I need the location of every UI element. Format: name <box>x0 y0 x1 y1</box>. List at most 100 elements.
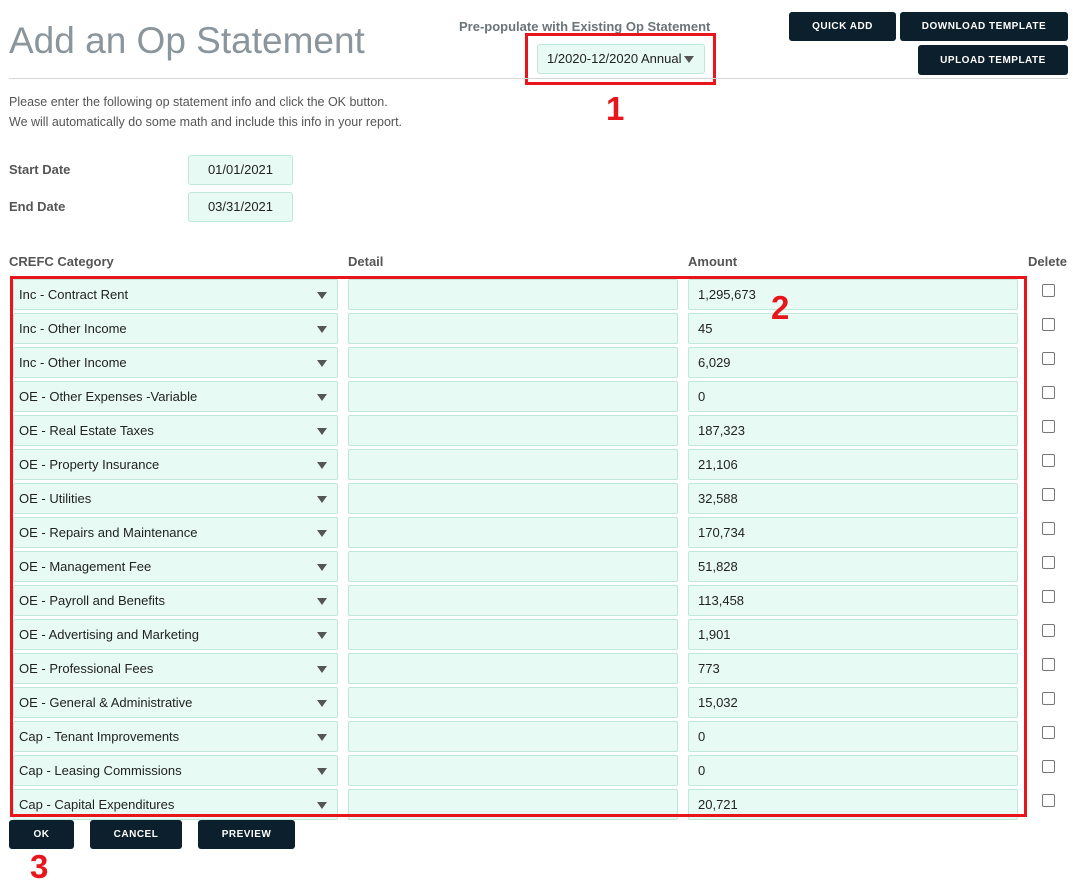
delete-checkbox[interactable] <box>1042 692 1055 705</box>
table-row: OE - Advertising and Marketing 1,901 <box>0 619 1073 651</box>
caret-down-icon <box>317 768 327 775</box>
category-select[interactable]: OE - Utilities <box>13 483 338 514</box>
detail-input[interactable] <box>348 415 678 446</box>
cancel-button[interactable]: CANCEL <box>90 820 182 849</box>
category-select[interactable]: Cap - Leasing Commissions <box>13 755 338 786</box>
detail-input[interactable] <box>348 619 678 650</box>
prepopulate-selected-value: 1/2020-12/2020 Annual <box>547 51 682 66</box>
category-select[interactable]: OE - Other Expenses -Variable <box>13 381 338 412</box>
caret-down-icon <box>317 802 327 809</box>
amount-input[interactable]: 113,458 <box>688 585 1018 616</box>
category-select[interactable]: OE - Real Estate Taxes <box>13 415 338 446</box>
annotation-number-2: 2 <box>771 289 790 326</box>
end-date-input[interactable]: 03/31/2021 <box>188 192 293 222</box>
detail-input[interactable] <box>348 279 678 310</box>
category-select[interactable]: Inc - Other Income <box>13 347 338 378</box>
table-row: OE - Repairs and Maintenance 170,734 <box>0 517 1073 549</box>
delete-checkbox[interactable] <box>1042 726 1055 739</box>
category-value: Cap - Tenant Improvements <box>19 729 180 744</box>
amount-input[interactable]: 15,032 <box>688 687 1018 718</box>
category-select[interactable]: OE - Advertising and Marketing <box>13 619 338 650</box>
category-value: Cap - Capital Expenditures <box>19 797 175 812</box>
detail-input[interactable] <box>348 551 678 582</box>
category-select[interactable]: Inc - Other Income <box>13 313 338 344</box>
detail-input[interactable] <box>348 313 678 344</box>
start-date-label: Start Date <box>9 162 71 177</box>
category-select[interactable]: OE - Property Insurance <box>13 449 338 480</box>
upload-template-button[interactable]: UPLOAD TEMPLATE <box>918 45 1068 75</box>
caret-down-icon <box>317 496 327 503</box>
amount-input[interactable]: 6,029 <box>688 347 1018 378</box>
delete-checkbox[interactable] <box>1042 352 1055 365</box>
delete-checkbox[interactable] <box>1042 624 1055 637</box>
category-select[interactable]: Cap - Capital Expenditures <box>13 789 338 820</box>
intro-line-2: We will automatically do some math and i… <box>9 115 403 129</box>
amount-input[interactable]: 1,901 <box>688 619 1018 650</box>
quick-add-button[interactable]: QUICK ADD <box>789 12 896 41</box>
category-select[interactable]: OE - Management Fee <box>13 551 338 582</box>
amount-input[interactable]: 0 <box>688 721 1018 752</box>
delete-checkbox[interactable] <box>1042 488 1055 501</box>
category-value: Cap - Leasing Commissions <box>19 763 182 778</box>
category-value: OE - Advertising and Marketing <box>19 627 199 642</box>
amount-input[interactable]: 32,588 <box>688 483 1018 514</box>
amount-input[interactable]: 21,106 <box>688 449 1018 480</box>
ok-button[interactable]: OK <box>9 820 74 849</box>
category-select[interactable]: OE - Payroll and Benefits <box>13 585 338 616</box>
amount-input[interactable]: 20,721 <box>688 789 1018 820</box>
category-value: OE - Other Expenses -Variable <box>19 389 198 404</box>
category-value: OE - Property Insurance <box>19 457 160 472</box>
delete-checkbox[interactable] <box>1042 590 1055 603</box>
category-select[interactable]: Cap - Tenant Improvements <box>13 721 338 752</box>
detail-input[interactable] <box>348 483 678 514</box>
amount-input[interactable]: 1,295,673 <box>688 279 1018 310</box>
detail-input[interactable] <box>348 449 678 480</box>
detail-input[interactable] <box>348 721 678 752</box>
amount-input[interactable]: 51,828 <box>688 551 1018 582</box>
category-value: Inc - Other Income <box>19 321 127 336</box>
preview-button[interactable]: PREVIEW <box>198 820 295 849</box>
amount-input[interactable]: 45 <box>688 313 1018 344</box>
delete-checkbox[interactable] <box>1042 556 1055 569</box>
amount-input[interactable]: 170,734 <box>688 517 1018 548</box>
delete-checkbox[interactable] <box>1042 658 1055 671</box>
category-select[interactable]: OE - General & Administrative <box>13 687 338 718</box>
table-row: Cap - Tenant Improvements 0 <box>0 721 1073 753</box>
delete-checkbox[interactable] <box>1042 522 1055 535</box>
prepopulate-select[interactable]: 1/2020-12/2020 Annual <box>537 44 705 74</box>
category-select[interactable]: OE - Repairs and Maintenance <box>13 517 338 548</box>
annotation-number-1: 1 <box>606 90 625 127</box>
amount-input[interactable]: 0 <box>688 381 1018 412</box>
delete-checkbox[interactable] <box>1042 318 1055 331</box>
category-select[interactable]: OE - Professional Fees <box>13 653 338 684</box>
detail-input[interactable] <box>348 585 678 616</box>
caret-down-icon <box>317 326 327 333</box>
category-value: OE - Utilities <box>19 491 92 506</box>
caret-down-icon <box>317 666 327 673</box>
category-select[interactable]: Inc - Contract Rent <box>13 279 338 310</box>
table-row: OE - Management Fee 51,828 <box>0 551 1073 583</box>
caret-down-icon <box>317 428 327 435</box>
delete-checkbox[interactable] <box>1042 284 1055 297</box>
start-date-input[interactable]: 01/01/2021 <box>188 155 293 185</box>
table-row: OE - Payroll and Benefits 113,458 <box>0 585 1073 617</box>
detail-input[interactable] <box>348 517 678 548</box>
detail-input[interactable] <box>348 789 678 820</box>
detail-input[interactable] <box>348 381 678 412</box>
delete-checkbox[interactable] <box>1042 386 1055 399</box>
delete-checkbox[interactable] <box>1042 420 1055 433</box>
detail-input[interactable] <box>348 347 678 378</box>
amount-input[interactable]: 773 <box>688 653 1018 684</box>
download-template-button[interactable]: DOWNLOAD TEMPLATE <box>900 12 1068 41</box>
amount-input[interactable]: 187,323 <box>688 415 1018 446</box>
category-value: OE - Management Fee <box>19 559 152 574</box>
table-row: Cap - Leasing Commissions 0 <box>0 755 1073 787</box>
delete-checkbox[interactable] <box>1042 760 1055 773</box>
delete-checkbox[interactable] <box>1042 454 1055 467</box>
detail-input[interactable] <box>348 687 678 718</box>
detail-input[interactable] <box>348 755 678 786</box>
detail-input[interactable] <box>348 653 678 684</box>
delete-checkbox[interactable] <box>1042 794 1055 807</box>
page-title: Add an Op Statement <box>9 20 365 61</box>
amount-input[interactable]: 0 <box>688 755 1018 786</box>
